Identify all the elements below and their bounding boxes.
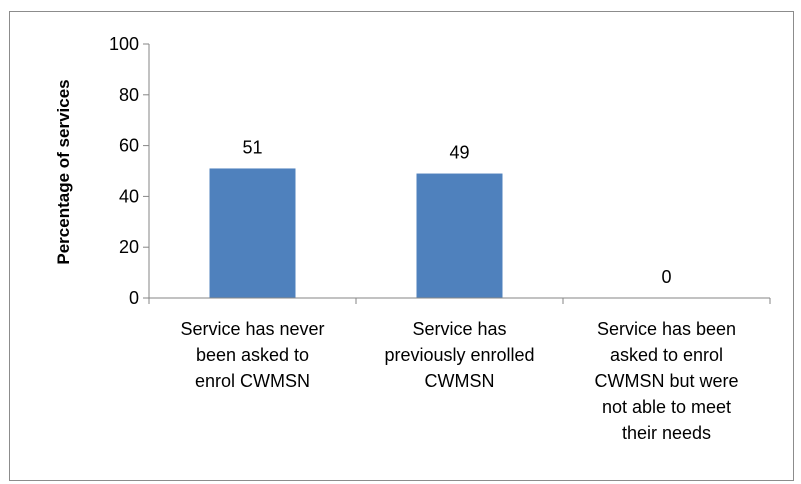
y-tick-label: 80 [119, 85, 139, 105]
y-tick-label: 0 [129, 288, 139, 308]
category-label: CWMSN [425, 371, 495, 391]
y-tick-label: 20 [119, 237, 139, 257]
y-tick-label: 100 [109, 34, 139, 54]
category-label: Service has been [597, 319, 736, 339]
category-label: Service has [412, 319, 506, 339]
y-axis: 0 20 40 60 80 100 [109, 34, 150, 308]
category-label: Service has never [180, 319, 324, 339]
bar [209, 168, 296, 298]
category-label: previously enrolled [384, 345, 534, 365]
data-label: 51 [242, 137, 262, 157]
category-label: not able to meet [602, 397, 731, 417]
category-label: been asked to [196, 345, 309, 365]
y-tick-label: 40 [119, 186, 139, 206]
bars: 51 49 0 [209, 137, 672, 298]
y-tick-label: 60 [119, 136, 139, 156]
category-label: CWMSN but were [594, 371, 738, 391]
category-label: their needs [622, 423, 711, 443]
chart-frame [9, 11, 794, 481]
bar [416, 173, 503, 298]
category-label: enrol CWMSN [195, 371, 310, 391]
data-label: 0 [661, 267, 671, 287]
data-label: 49 [449, 143, 469, 163]
y-axis-title: Percentage of services [54, 79, 73, 264]
x-axis: Service has never been asked to enrol CWMS… [148, 297, 771, 443]
category-label: asked to enrol [610, 345, 723, 365]
